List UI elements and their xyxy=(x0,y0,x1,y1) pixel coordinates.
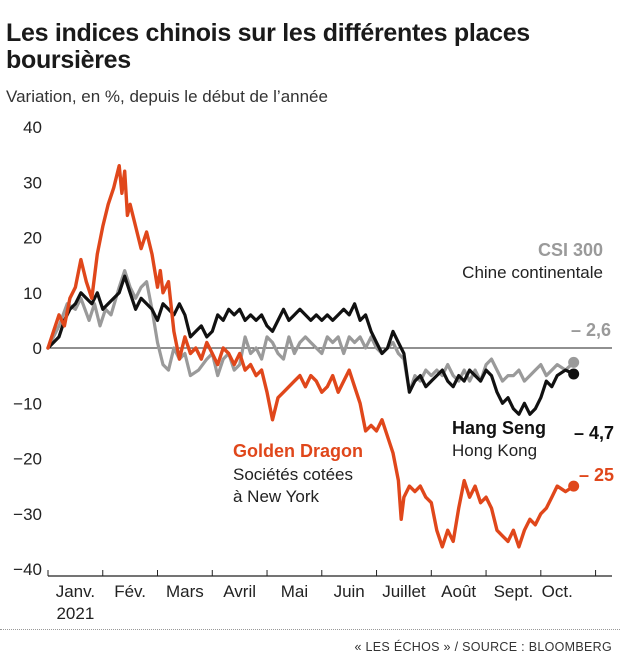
series-subname2-golden: à New York xyxy=(233,487,319,506)
series-end-label-csi: – 2,6 xyxy=(571,320,611,340)
series-end-dot-csi xyxy=(568,356,580,368)
y-tick-label: −20 xyxy=(13,450,42,469)
x-tick-label: Juin xyxy=(334,582,365,601)
x-tick-sublabel: 2021 xyxy=(56,604,94,623)
y-tick-label: 10 xyxy=(23,284,42,303)
y-axis: 40 30 20 10 0 −10 −20 −30 −40 xyxy=(13,118,42,579)
chart-title: Les indices chinois sur les différentes … xyxy=(6,19,530,74)
series-layer xyxy=(46,164,580,549)
series-labels: CSI 300 Chine continentale – 2,6 Hang Seng H… xyxy=(233,240,614,506)
y-tick-label: 40 xyxy=(23,118,42,137)
footer-rule xyxy=(0,629,620,630)
series-name-csi: CSI 300 xyxy=(538,240,603,260)
series-line-hang xyxy=(46,274,576,416)
series-end-label-golden: – 25 xyxy=(579,465,614,485)
series-end-dot-hang xyxy=(568,368,580,380)
y-tick-label: 20 xyxy=(23,229,42,248)
y-tick-label: −40 xyxy=(13,560,42,579)
series-subname-hang: Hong Kong xyxy=(452,441,537,460)
x-tick-label: Janv. xyxy=(56,582,95,601)
series-name-golden: Golden Dragon xyxy=(233,441,363,461)
source-credit: « LES ÉCHOS » / SOURCE : BLOOMBERG xyxy=(354,640,612,654)
x-tick-label: Oct. xyxy=(542,582,573,601)
y-tick-label: 0 xyxy=(33,339,42,358)
series-line-golden xyxy=(46,164,576,549)
x-tick-label: Fév. xyxy=(114,582,146,601)
x-tick-label: Avril xyxy=(223,582,256,601)
x-tick-label: Mai xyxy=(281,582,308,601)
x-tick-label: Mars xyxy=(166,582,204,601)
x-tick-label: Août xyxy=(441,582,476,601)
x-axis: Janv. 2021 Fév. Mars Avril Mai Juin Juillet Août… xyxy=(47,570,612,623)
x-tick-label: Sept. xyxy=(494,582,534,601)
chart-subtitle: Variation, en %, depuis le début de l’an… xyxy=(6,87,328,106)
series-subname-csi: Chine continentale xyxy=(462,263,603,282)
series-end-label-hang: – 4,7 xyxy=(574,423,614,443)
series-name-hang: Hang Seng xyxy=(452,418,546,438)
series-end-dot-golden xyxy=(568,480,580,492)
y-tick-label: 30 xyxy=(23,173,42,192)
x-tick-label: Juillet xyxy=(382,582,426,601)
series-line-csi xyxy=(46,269,576,394)
y-tick-label: −10 xyxy=(13,394,42,413)
y-tick-label: −30 xyxy=(13,505,42,524)
series-subname-golden: Sociétés cotées xyxy=(233,465,353,484)
